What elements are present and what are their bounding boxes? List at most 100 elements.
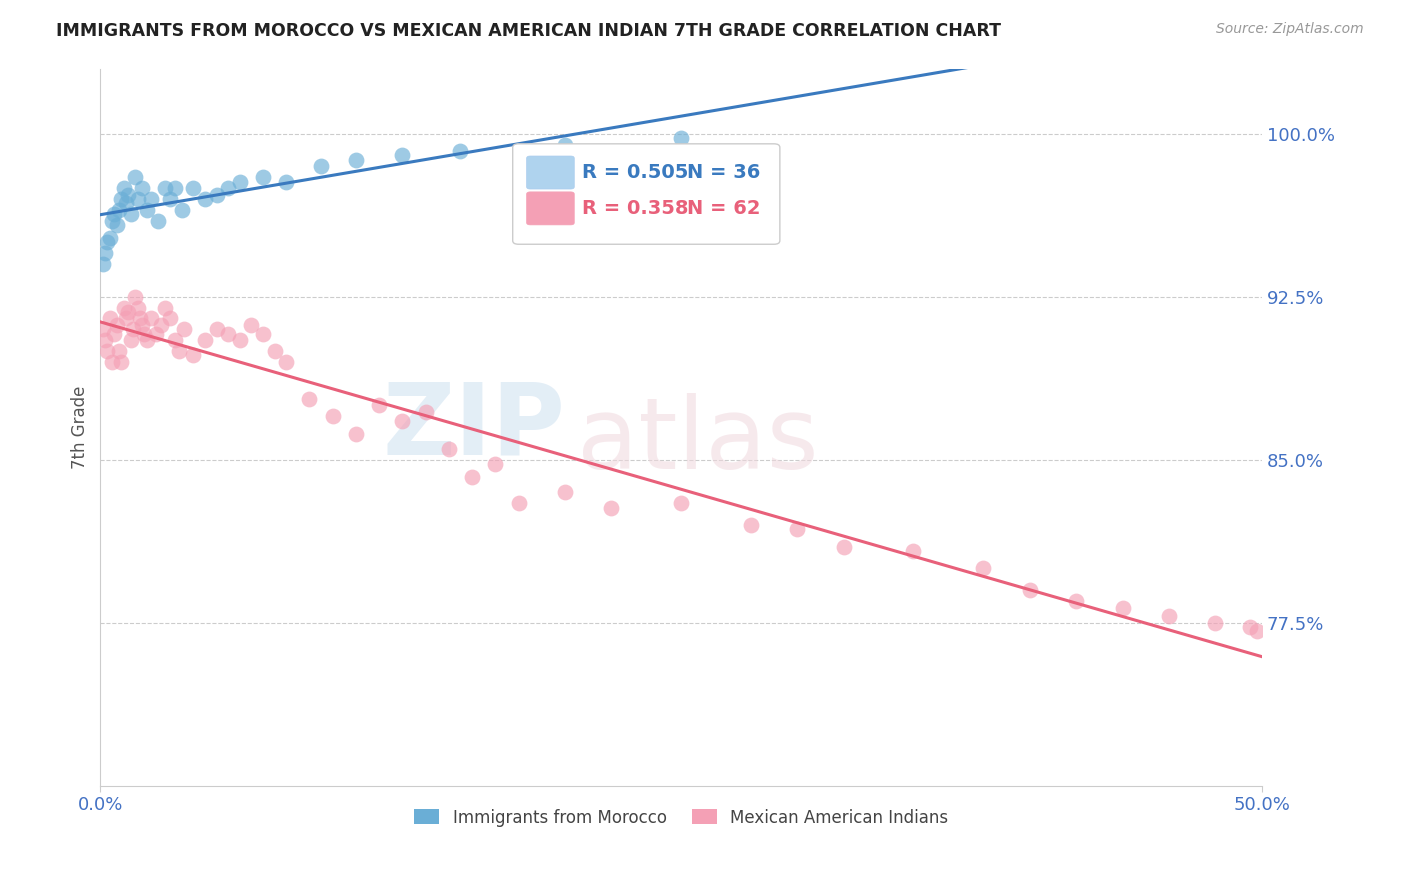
Point	[135, 333, 157, 347]
Point	[96, 235, 118, 250]
Point	[229, 175, 252, 189]
Point	[1246, 624, 1268, 639]
Point	[122, 322, 145, 336]
Point	[669, 496, 692, 510]
Text: N = 62: N = 62	[688, 199, 761, 218]
Point	[461, 470, 484, 484]
FancyBboxPatch shape	[527, 192, 574, 225]
Point	[110, 192, 132, 206]
Point	[391, 414, 413, 428]
Point	[101, 355, 124, 369]
Point	[120, 333, 142, 347]
Point	[217, 181, 239, 195]
Point	[449, 144, 471, 158]
Point	[344, 153, 367, 167]
Point	[98, 231, 121, 245]
Point	[484, 457, 506, 471]
Point	[120, 207, 142, 221]
Point	[205, 187, 228, 202]
Point	[103, 326, 125, 341]
Point	[786, 522, 808, 536]
Point	[163, 333, 186, 347]
Point	[141, 192, 163, 206]
Point	[145, 326, 167, 341]
Text: Source: ZipAtlas.com: Source: ZipAtlas.com	[1216, 22, 1364, 37]
Point	[105, 218, 128, 232]
Point	[117, 187, 139, 202]
Point	[135, 202, 157, 217]
Point	[309, 159, 332, 173]
Point	[1157, 609, 1180, 624]
Point	[554, 137, 576, 152]
Point	[148, 213, 170, 227]
Point	[149, 318, 172, 332]
Text: ZIP: ZIP	[382, 378, 565, 475]
Point	[124, 170, 146, 185]
Point	[117, 305, 139, 319]
Point	[163, 181, 186, 195]
Point	[298, 392, 321, 406]
Point	[205, 322, 228, 336]
Point	[98, 311, 121, 326]
Point	[141, 311, 163, 326]
Point	[240, 318, 263, 332]
Point	[127, 301, 149, 315]
Point	[94, 246, 117, 260]
Point	[155, 181, 177, 195]
Point	[170, 202, 193, 217]
Point	[131, 318, 153, 332]
Point	[1111, 600, 1133, 615]
Point	[173, 322, 195, 336]
Point	[263, 344, 285, 359]
Point	[105, 318, 128, 332]
Text: IMMIGRANTS FROM MOROCCO VS MEXICAN AMERICAN INDIAN 7TH GRADE CORRELATION CHART: IMMIGRANTS FROM MOROCCO VS MEXICAN AMERI…	[56, 22, 1001, 40]
Point	[972, 561, 994, 575]
Point	[276, 175, 298, 189]
Point	[115, 311, 138, 326]
Point	[832, 540, 855, 554]
Point	[229, 333, 252, 347]
Point	[217, 326, 239, 341]
Point	[131, 181, 153, 195]
Point	[903, 544, 925, 558]
Point	[96, 344, 118, 359]
Point	[159, 311, 181, 326]
Point	[110, 355, 132, 369]
Point	[91, 322, 114, 336]
Point	[115, 196, 138, 211]
Point	[112, 301, 135, 315]
Point	[94, 333, 117, 347]
Point	[740, 518, 762, 533]
Point	[437, 442, 460, 456]
Point	[181, 181, 204, 195]
Point	[252, 326, 274, 341]
Point	[554, 485, 576, 500]
Point	[194, 333, 217, 347]
Point	[322, 409, 344, 424]
Point	[155, 301, 177, 315]
Text: R = 0.358: R = 0.358	[582, 199, 689, 218]
Point	[108, 344, 131, 359]
FancyBboxPatch shape	[527, 156, 574, 189]
Point	[134, 326, 156, 341]
Point	[127, 192, 149, 206]
Point	[194, 192, 217, 206]
Point	[276, 355, 298, 369]
Point	[112, 181, 135, 195]
Point	[415, 405, 437, 419]
Point	[181, 348, 204, 362]
Point	[1204, 615, 1226, 630]
Point	[508, 496, 530, 510]
Y-axis label: 7th Grade: 7th Grade	[72, 385, 89, 469]
Point	[1064, 594, 1087, 608]
Text: N = 36: N = 36	[688, 163, 761, 182]
Point	[344, 426, 367, 441]
Text: atlas: atlas	[576, 393, 818, 490]
Point	[91, 257, 114, 271]
Text: R = 0.505: R = 0.505	[582, 163, 689, 182]
Point	[669, 131, 692, 145]
Point	[1018, 583, 1040, 598]
Point	[128, 311, 150, 326]
Point	[124, 290, 146, 304]
Point	[252, 170, 274, 185]
